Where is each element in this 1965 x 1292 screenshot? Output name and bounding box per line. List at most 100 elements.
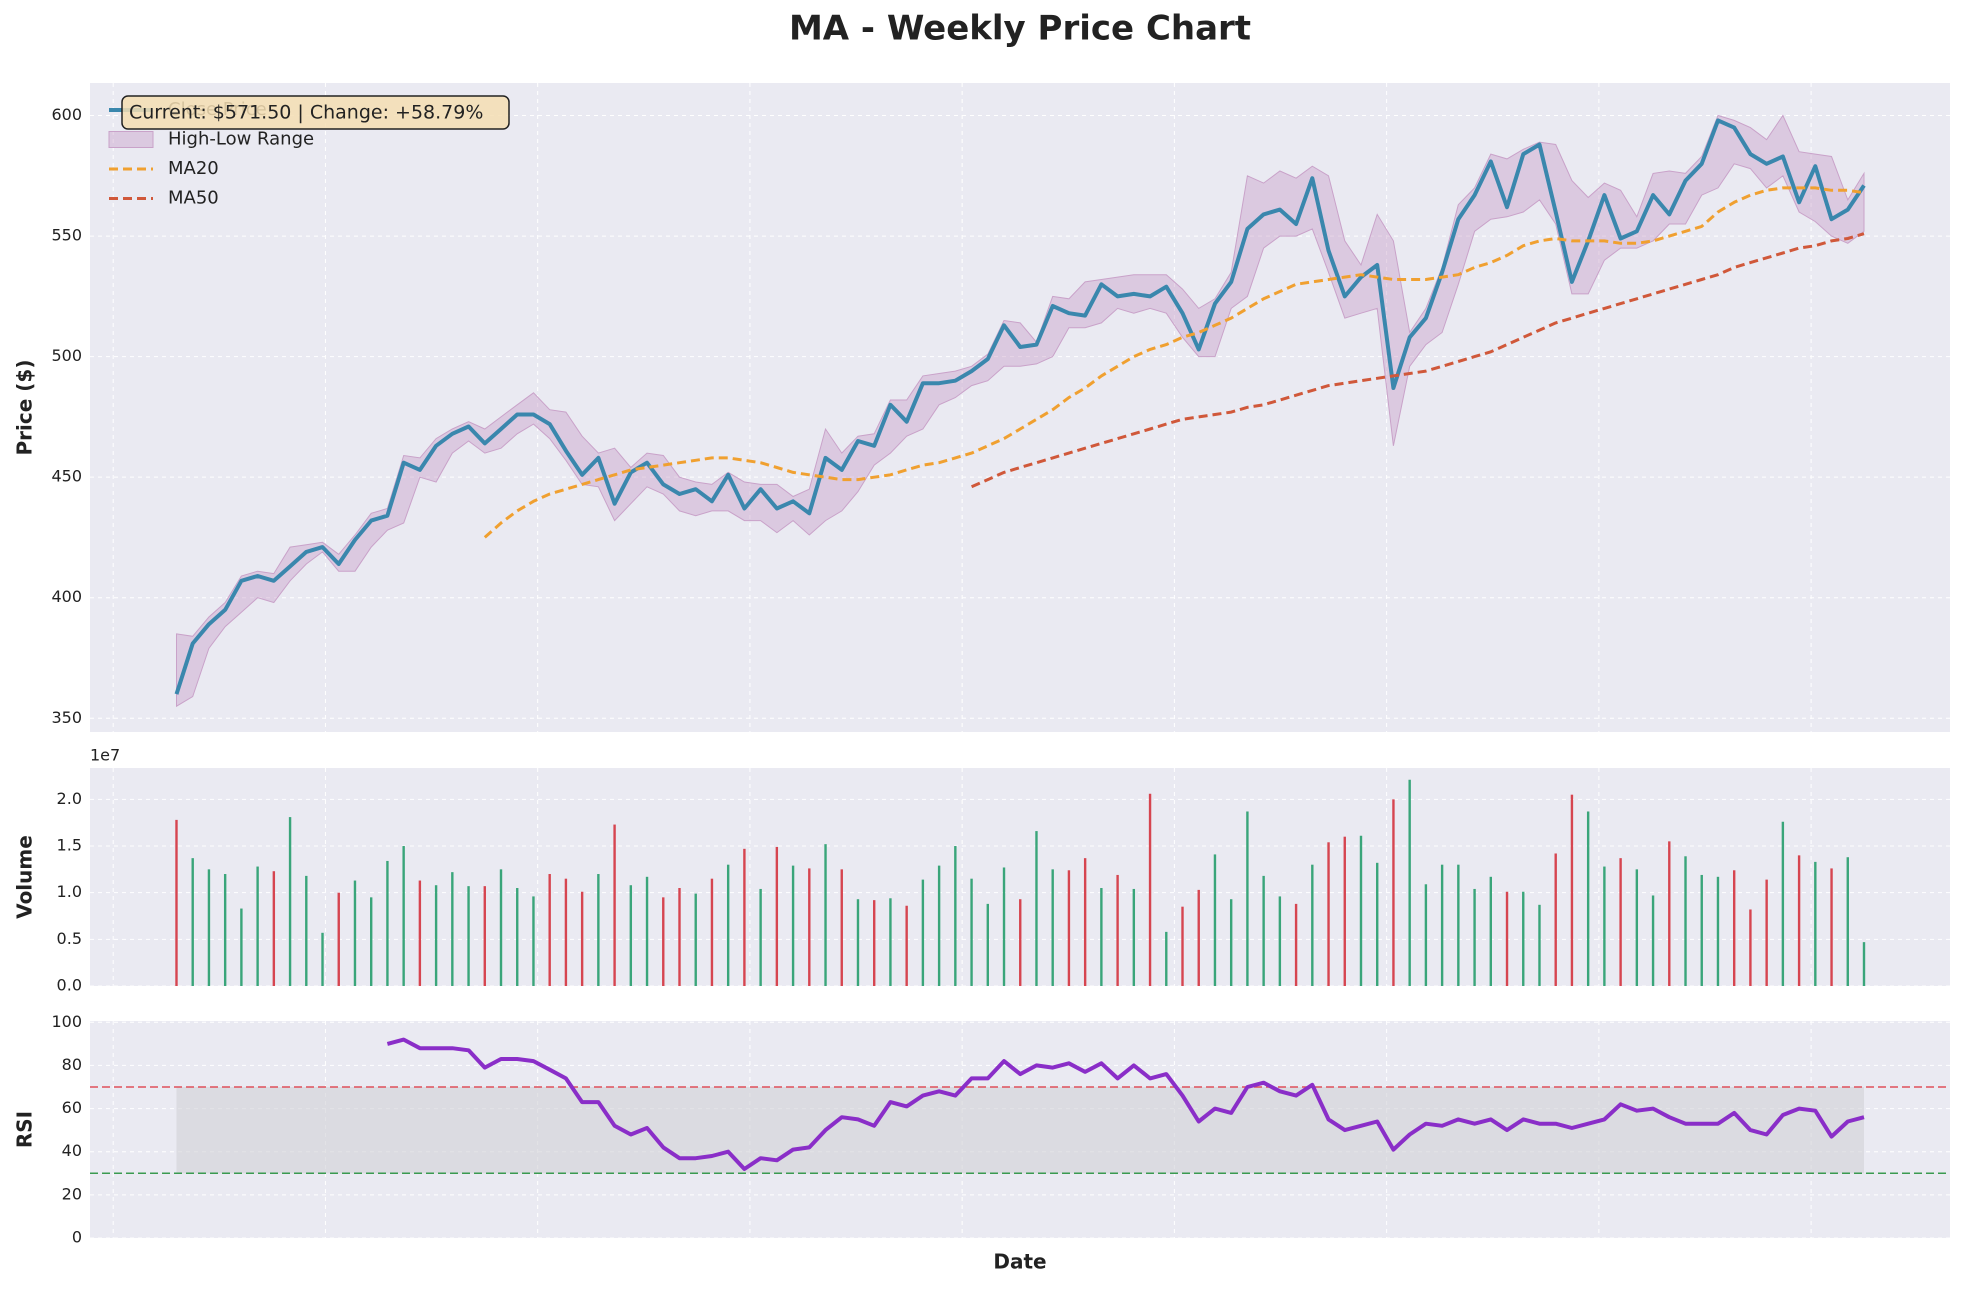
volume-bar (808, 868, 811, 986)
volume-bar (353, 880, 357, 986)
volume-bar (1051, 869, 1054, 986)
volume-bar (1668, 841, 1671, 986)
y-tick-label: 400 (51, 587, 82, 606)
volume-bar (1392, 799, 1395, 986)
volume-bar (1797, 855, 1801, 986)
volume-bar (937, 865, 941, 986)
volume-bar (1229, 899, 1233, 986)
plot-background (90, 83, 1950, 732)
legend-label: MA50 (168, 188, 219, 209)
volume-bar (240, 908, 243, 986)
volume-bar (1246, 811, 1249, 986)
volume-bar (1538, 904, 1541, 986)
series-line (174, 118, 1866, 695)
volume-bar (1181, 906, 1184, 986)
volume-bar (175, 819, 178, 986)
volume-bar (369, 897, 373, 986)
volume-bar (580, 891, 584, 986)
volume-bar (516, 888, 519, 986)
volume-bar (1635, 869, 1639, 986)
volume-bar (1489, 876, 1493, 986)
volume-bar (1846, 857, 1849, 986)
y-tick-label: 0 (72, 1228, 82, 1247)
volume-bar (1278, 896, 1282, 986)
volume-bar (1765, 879, 1768, 986)
high-low-band (176, 114, 1865, 708)
volume-bar (418, 880, 422, 986)
volume-bar (1473, 888, 1476, 986)
volume-bar (889, 898, 892, 986)
volume-bar (1651, 895, 1655, 986)
y-axis-label: Price ($) (13, 360, 37, 456)
x-axis-label: Date (993, 1250, 1046, 1274)
volume-bar (905, 905, 908, 986)
volume-bar (986, 903, 989, 986)
legend-label: MA20 (168, 158, 219, 179)
volume-bar (483, 886, 486, 986)
volume-bar (1814, 861, 1817, 986)
volume-bar (1376, 862, 1379, 986)
y-tick-label: 0.0 (57, 976, 82, 995)
volume-bar (694, 893, 697, 986)
volume-bar (1830, 868, 1833, 986)
volume-bar (1684, 856, 1687, 986)
volume-bar (305, 875, 308, 986)
volume-bar (1408, 779, 1411, 986)
series-line (970, 232, 1865, 489)
volume-bar (1732, 870, 1736, 986)
volume-bar (954, 846, 957, 986)
volume-bar (434, 885, 438, 986)
volume-bar (678, 888, 681, 986)
volume-bar (1100, 888, 1103, 986)
volume-bar (1570, 794, 1574, 986)
volume-bar (1457, 864, 1460, 986)
volume-bar (256, 866, 259, 986)
y-tick-label: 1.0 (57, 882, 82, 901)
volume-bar (564, 878, 568, 986)
volume-bar (1213, 854, 1217, 986)
volume-bar (970, 878, 973, 986)
legend-swatch (108, 131, 154, 148)
volume-bar (337, 892, 340, 986)
volume-bar (1749, 909, 1752, 986)
y-tick-label: 450 (51, 467, 82, 486)
volume-bar (873, 900, 876, 986)
volume-bar (288, 817, 292, 986)
volume-bar (402, 846, 405, 986)
volume-bar (1862, 942, 1866, 986)
volume-bar (1700, 874, 1703, 986)
legend-label: High-Low Range (168, 129, 314, 150)
volume-bar (1035, 831, 1038, 986)
volume-bar (1083, 858, 1087, 986)
volume-bar (1359, 835, 1363, 986)
volume-bar (1522, 891, 1525, 986)
annotation-box (121, 95, 510, 130)
series-line (483, 186, 1865, 539)
offset-label: 1e7 (90, 746, 120, 765)
volume-bar (1619, 858, 1622, 986)
volume-bar (1781, 821, 1785, 986)
volume-bar (791, 865, 795, 986)
y-tick-label: 60 (62, 1098, 82, 1117)
volume-bar (1586, 811, 1590, 986)
volume-bar (726, 864, 730, 986)
volume-bar (386, 860, 389, 986)
y-tick-label: 350 (51, 708, 82, 727)
volume-bar (223, 874, 227, 986)
y-tick-label: 40 (62, 1141, 82, 1160)
volume-bar (629, 885, 633, 986)
volume-bar (743, 848, 746, 986)
y-tick-label: 600 (51, 105, 82, 124)
y-tick-label: 80 (62, 1055, 82, 1074)
y-tick-label: 550 (51, 226, 82, 245)
volume-bar (1116, 874, 1119, 986)
y-tick-label: 500 (51, 346, 82, 365)
volume-bar (710, 878, 714, 986)
volume-bar (645, 876, 649, 986)
y-tick-label: 1.5 (57, 836, 82, 855)
volume-bar (1603, 866, 1606, 986)
annotation: Current: $571.50 | Change: +58.79% (129, 102, 483, 124)
y-tick-label: 20 (62, 1184, 82, 1203)
volume-bar (921, 879, 925, 986)
